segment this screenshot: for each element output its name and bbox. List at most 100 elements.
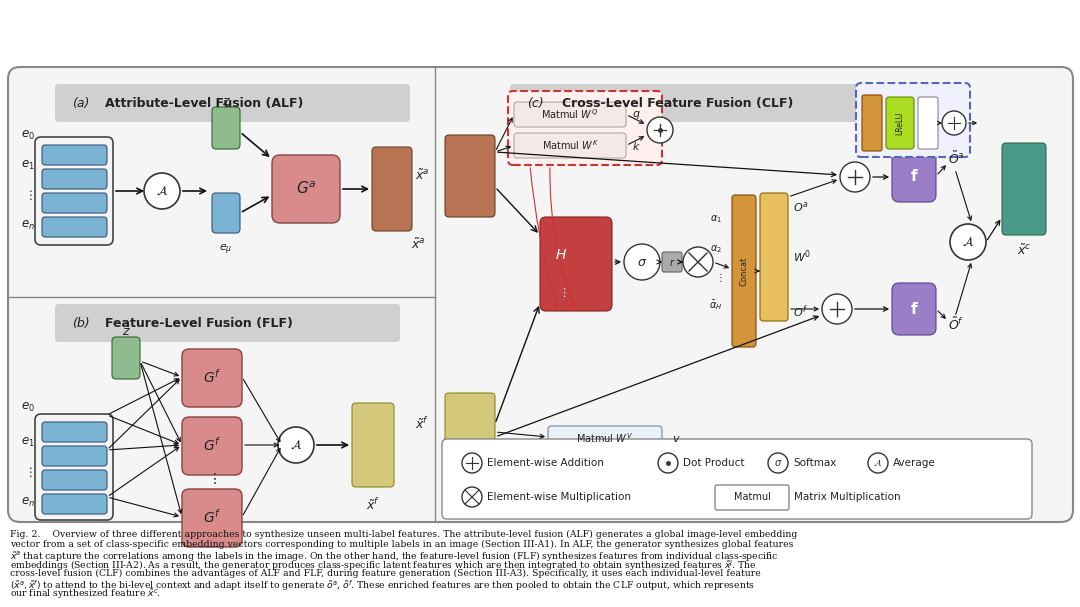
Text: $\tilde{O}^f$: $\tilde{O}^f$ [948, 317, 964, 333]
Text: $G^f$: $G^f$ [203, 368, 221, 386]
Text: $H$: $H$ [555, 248, 567, 262]
FancyBboxPatch shape [715, 485, 789, 510]
Circle shape [647, 117, 673, 143]
Text: $\alpha_2$: $\alpha_2$ [710, 243, 723, 255]
Text: $(\tilde{x}^a, \tilde{x}^f)$ to attend to the bi-level context and adapt itself : $(\tilde{x}^a, \tilde{x}^f)$ to attend t… [10, 578, 755, 592]
FancyBboxPatch shape [548, 426, 662, 451]
Text: embeddings (Section III-A2). As a result, the generator produces class-specific : embeddings (Section III-A2). As a result… [10, 559, 757, 574]
Text: cross-level fusion (CLF) combines the advantages of ALF and FLF, during feature : cross-level fusion (CLF) combines the ad… [10, 568, 760, 577]
Circle shape [462, 487, 482, 507]
Text: $\bar{\alpha}_H$: $\bar{\alpha}_H$ [708, 298, 723, 312]
FancyBboxPatch shape [42, 217, 107, 237]
Text: Element-wise Addition: Element-wise Addition [487, 458, 604, 468]
Circle shape [683, 247, 713, 277]
Text: $G^f$: $G^f$ [203, 508, 221, 526]
Text: $v$: $v$ [672, 433, 680, 444]
Text: $e_0$: $e_0$ [22, 401, 35, 413]
FancyBboxPatch shape [892, 150, 936, 202]
Text: $e_1$: $e_1$ [22, 158, 35, 172]
FancyBboxPatch shape [42, 494, 107, 514]
FancyBboxPatch shape [42, 422, 107, 442]
Text: $e_1$: $e_1$ [22, 435, 35, 449]
Text: Concat: Concat [740, 256, 748, 286]
FancyBboxPatch shape [662, 252, 681, 272]
Text: Matrix Multiplication: Matrix Multiplication [794, 492, 901, 503]
Text: $G^a$: $G^a$ [296, 181, 316, 197]
Text: $\vdots$: $\vdots$ [24, 466, 32, 478]
Circle shape [822, 294, 852, 324]
FancyBboxPatch shape [112, 337, 140, 379]
Text: $e_n$: $e_n$ [21, 495, 35, 509]
Text: Softmax: Softmax [793, 458, 836, 468]
FancyBboxPatch shape [372, 147, 411, 231]
Text: Matmul $W^K$: Matmul $W^K$ [541, 138, 598, 152]
FancyBboxPatch shape [862, 95, 882, 151]
Text: Matmul $W^V$: Matmul $W^V$ [577, 432, 634, 446]
FancyBboxPatch shape [42, 193, 107, 213]
Text: (b): (b) [72, 316, 90, 330]
FancyBboxPatch shape [183, 349, 242, 407]
Text: $z$: $z$ [122, 325, 131, 337]
FancyBboxPatch shape [272, 155, 340, 223]
Text: Attribute-Level Fusion (ALF): Attribute-Level Fusion (ALF) [105, 97, 303, 109]
Circle shape [768, 453, 788, 473]
FancyBboxPatch shape [212, 193, 240, 233]
Text: $\vdots$: $\vdots$ [715, 271, 723, 283]
Text: our final synthesized feature $\tilde{x}^c$.: our final synthesized feature $\tilde{x}… [10, 588, 161, 602]
FancyBboxPatch shape [918, 97, 939, 149]
FancyBboxPatch shape [42, 145, 107, 165]
Text: $\mathcal{A}$: $\mathcal{A}$ [289, 438, 302, 452]
Text: Matmul $W^Q$: Matmul $W^Q$ [541, 107, 598, 121]
Text: $O^f$: $O^f$ [793, 304, 808, 320]
Text: $\mathbf{f}$: $\mathbf{f}$ [909, 168, 918, 184]
Circle shape [462, 453, 482, 473]
Text: $\tilde{x}^f$: $\tilde{x}^f$ [415, 416, 429, 432]
Text: $G^f$: $G^f$ [203, 436, 221, 454]
FancyBboxPatch shape [1002, 143, 1047, 235]
Text: $e_0$: $e_0$ [22, 129, 35, 141]
FancyBboxPatch shape [212, 107, 240, 149]
Circle shape [950, 224, 986, 260]
Text: Average: Average [893, 458, 935, 468]
Text: Cross-Level Feature Fusion (CLF): Cross-Level Feature Fusion (CLF) [562, 97, 794, 109]
Circle shape [658, 453, 678, 473]
FancyBboxPatch shape [42, 470, 107, 490]
FancyBboxPatch shape [510, 84, 966, 122]
Circle shape [942, 111, 966, 135]
Text: $\vdots$: $\vdots$ [24, 188, 32, 202]
FancyBboxPatch shape [856, 83, 970, 157]
FancyBboxPatch shape [183, 417, 242, 475]
FancyBboxPatch shape [42, 446, 107, 466]
Text: $e_n$: $e_n$ [21, 219, 35, 231]
Circle shape [144, 173, 180, 209]
FancyBboxPatch shape [514, 133, 626, 158]
FancyBboxPatch shape [183, 489, 242, 547]
FancyBboxPatch shape [886, 97, 914, 149]
Text: $q$: $q$ [632, 109, 640, 121]
Text: $z$: $z$ [221, 95, 230, 107]
Text: $\alpha_1$: $\alpha_1$ [710, 213, 723, 225]
Text: $r$: $r$ [669, 257, 675, 268]
Circle shape [868, 453, 888, 473]
FancyBboxPatch shape [442, 439, 1032, 519]
Text: $O^a$: $O^a$ [793, 200, 809, 214]
FancyBboxPatch shape [892, 283, 936, 335]
FancyBboxPatch shape [445, 393, 495, 455]
FancyBboxPatch shape [445, 135, 495, 217]
Text: Element-wise Multiplication: Element-wise Multiplication [487, 492, 631, 502]
FancyBboxPatch shape [732, 195, 756, 347]
Text: $W^0$: $W^0$ [793, 249, 811, 265]
FancyBboxPatch shape [55, 304, 400, 342]
Text: $\mathcal{A}$: $\mathcal{A}$ [962, 236, 974, 249]
Text: Fig. 2.    Overview of three different approaches to synthesize unseen multi-lab: Fig. 2. Overview of three different appr… [10, 530, 797, 539]
Text: $\mathcal{A}$: $\mathcal{A}$ [156, 185, 168, 198]
Text: $\vdots$: $\vdots$ [207, 472, 217, 486]
FancyBboxPatch shape [42, 169, 107, 189]
Text: $\tilde{x}^a$ that capture the correlations among the labels in the image. On th: $\tilde{x}^a$ that capture the correlati… [10, 549, 779, 563]
Text: Feature-Level Fusion (FLF): Feature-Level Fusion (FLF) [105, 316, 293, 330]
Text: $e_{\mu}$: $e_{\mu}$ [219, 243, 232, 257]
Text: $k$: $k$ [632, 140, 640, 152]
FancyBboxPatch shape [55, 84, 410, 122]
Text: LReLU: LReLU [895, 111, 905, 135]
FancyBboxPatch shape [8, 67, 1074, 522]
